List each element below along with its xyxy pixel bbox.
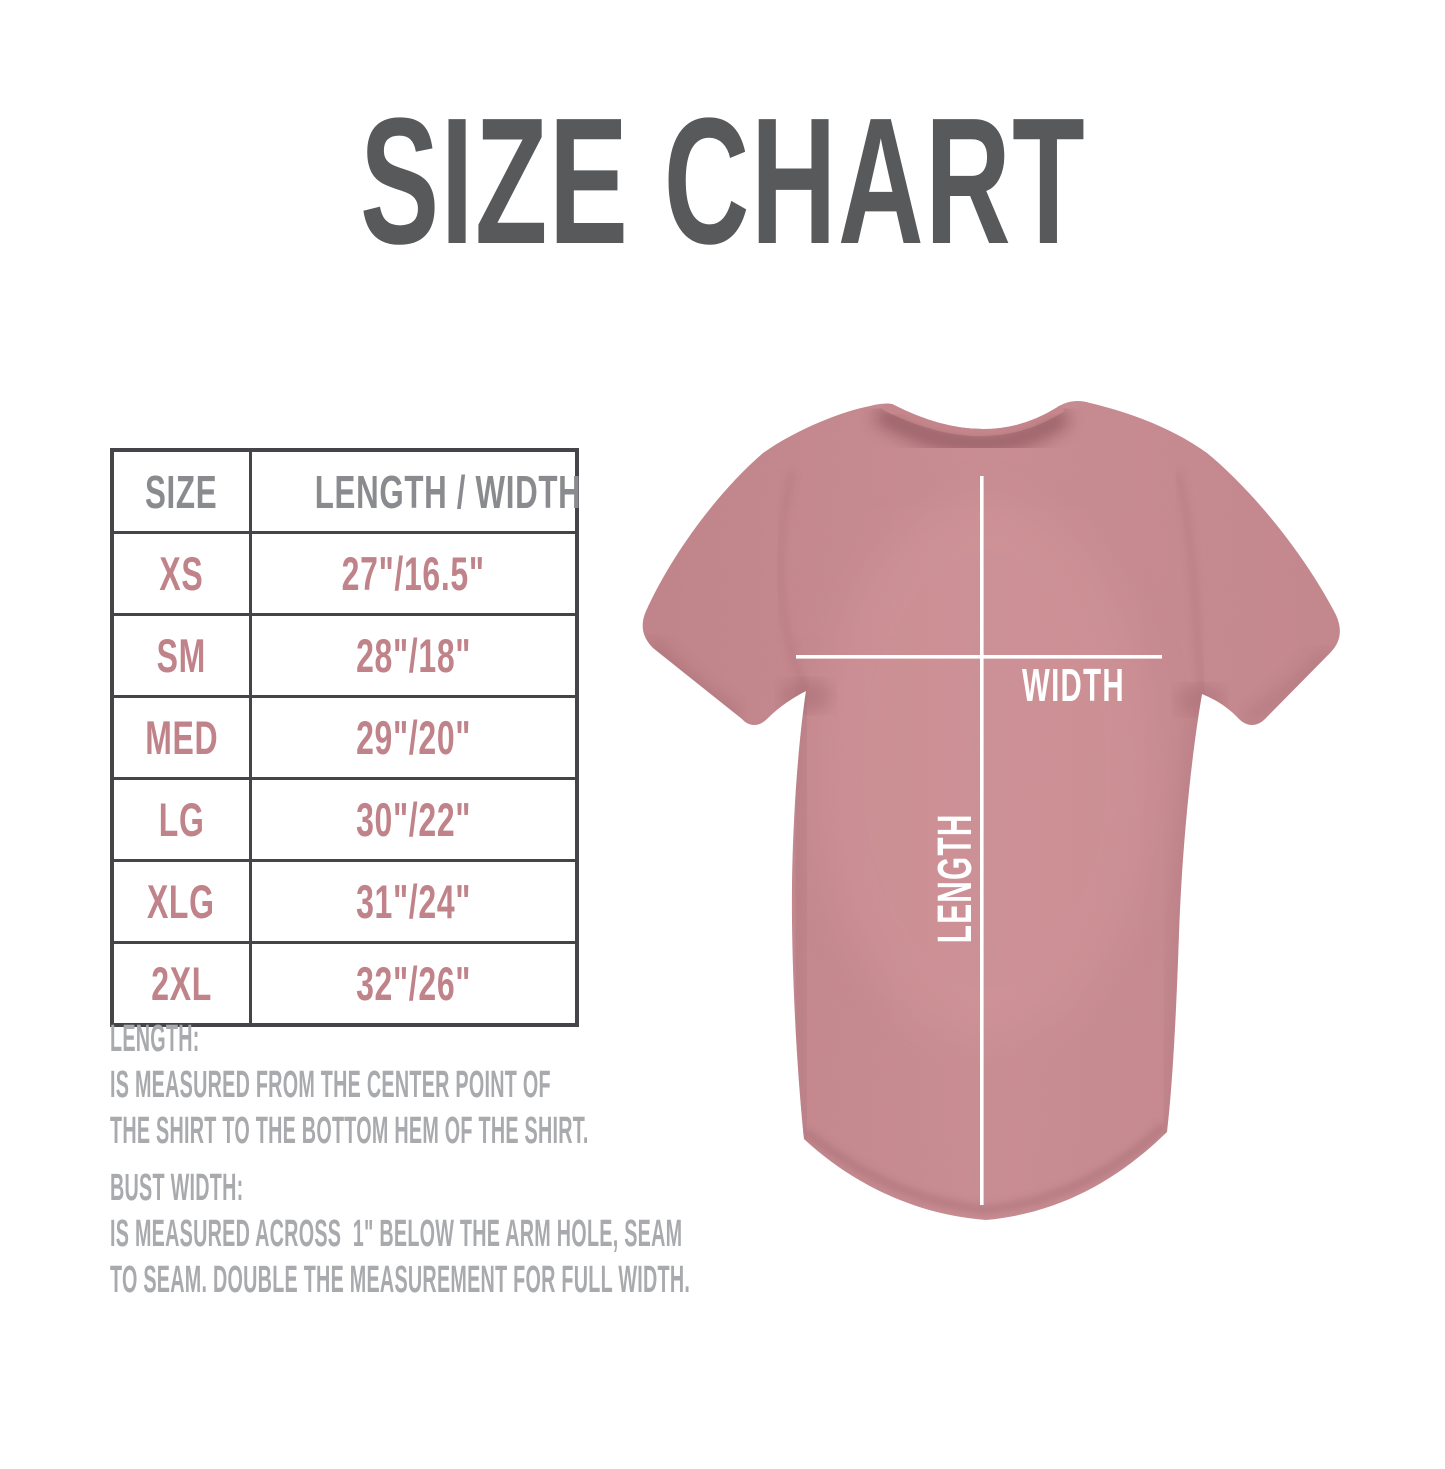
measurement-cell: 27"/16.5" [248, 531, 579, 616]
table-row: SM 28"/18" [110, 613, 579, 698]
bust-width-note: BUST WIDTH: IS MEASURED ACROSS 1" BELOW … [110, 1165, 710, 1303]
length-note: LENGTH: IS MEASURED FROM THE CENTER POIN… [110, 1016, 710, 1154]
size-cell: SM [110, 613, 252, 698]
note-heading: LENGTH: [110, 1018, 200, 1060]
table-row: LG 30"/22" [110, 777, 579, 862]
note-heading: BUST WIDTH: [110, 1167, 244, 1209]
size-cell: 2XL [110, 941, 252, 1027]
size-column-header: SIZE [110, 448, 252, 534]
measurement-cell: 29"/20" [248, 695, 579, 780]
table-row: XS 27"/16.5" [110, 531, 579, 616]
tshirt-image [642, 400, 1340, 1221]
width-measure-line [796, 655, 1162, 659]
size-cell: XS [110, 531, 252, 616]
measurement-cell: 30"/22" [248, 777, 579, 862]
note-line: THE SHIRT TO THE BOTTOM HEM OF THE SHIRT… [110, 1110, 589, 1152]
size-cell: XLG [110, 859, 252, 944]
size-table: SIZE LENGTH / WIDTH XS 27"/16.5" SM 28"/… [110, 448, 580, 1027]
page-title: SIZE CHART [0, 92, 1445, 272]
measurement-column-header: LENGTH / WIDTH [248, 448, 580, 534]
table-row: 2XL 32"/26" [110, 941, 579, 1027]
size-table-header-row: SIZE LENGTH / WIDTH [110, 448, 580, 534]
page-title-text: SIZE CHART [359, 81, 1086, 282]
table-row: MED 29"/20" [110, 695, 579, 780]
length-measure-line [980, 476, 984, 1205]
size-cell: MED [110, 695, 252, 780]
measurement-cell: 32"/26" [248, 941, 579, 1027]
table-row: XLG 31"/24" [110, 859, 579, 944]
width-label: WIDTH [1022, 659, 1125, 711]
measurement-cell: 31"/24" [248, 859, 579, 944]
note-line: IS MEASURED ACROSS 1" BELOW THE ARM HOLE… [110, 1213, 683, 1255]
length-label: LENGTH [929, 813, 982, 943]
note-line: IS MEASURED FROM THE CENTER POINT OF [110, 1064, 551, 1106]
measurement-cell: 28"/18" [248, 613, 579, 698]
size-cell: LG [110, 777, 252, 862]
note-line: TO SEAM. DOUBLE THE MEASUREMENT FOR FULL… [110, 1259, 691, 1301]
